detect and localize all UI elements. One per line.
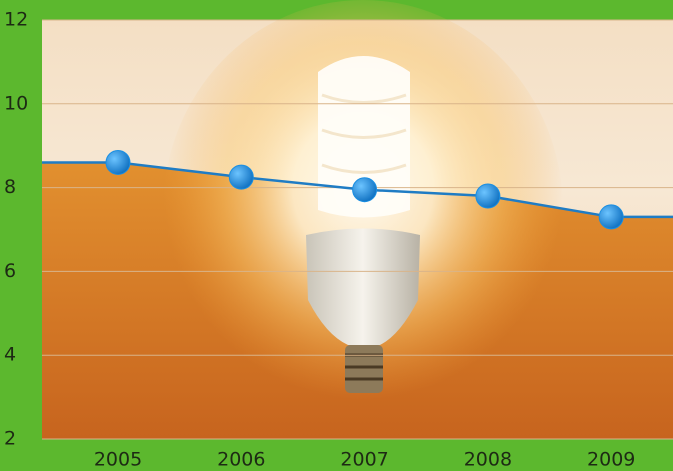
bulb-base [306, 228, 420, 345]
y-tick-label: 12 [4, 9, 28, 31]
bulb-socket [345, 345, 383, 393]
x-tick-label: 2008 [464, 449, 512, 471]
line-layer [42, 149, 673, 230]
y-tick-label: 10 [4, 92, 28, 114]
y-tick-label: 2 [4, 428, 16, 450]
data-point [352, 177, 378, 203]
data-point [228, 164, 254, 190]
data-point [475, 183, 501, 209]
x-tick-label: 2006 [217, 449, 265, 471]
bulb-spiral-lines [321, 93, 407, 174]
data-point [105, 149, 131, 175]
data-point [598, 204, 624, 230]
bulb [163, 0, 563, 420]
grid-layer: 2 4 6 8 10 12 2005 2006 2007 2008 2009 [4, 9, 673, 471]
x-tick-label: 2007 [340, 449, 388, 471]
y-tick-label: 8 [4, 176, 16, 198]
y-tick-label: 4 [4, 344, 16, 366]
x-tick-label: 2009 [587, 449, 635, 471]
x-tick-label: 2005 [94, 449, 142, 471]
y-tick-label: 6 [4, 260, 16, 282]
